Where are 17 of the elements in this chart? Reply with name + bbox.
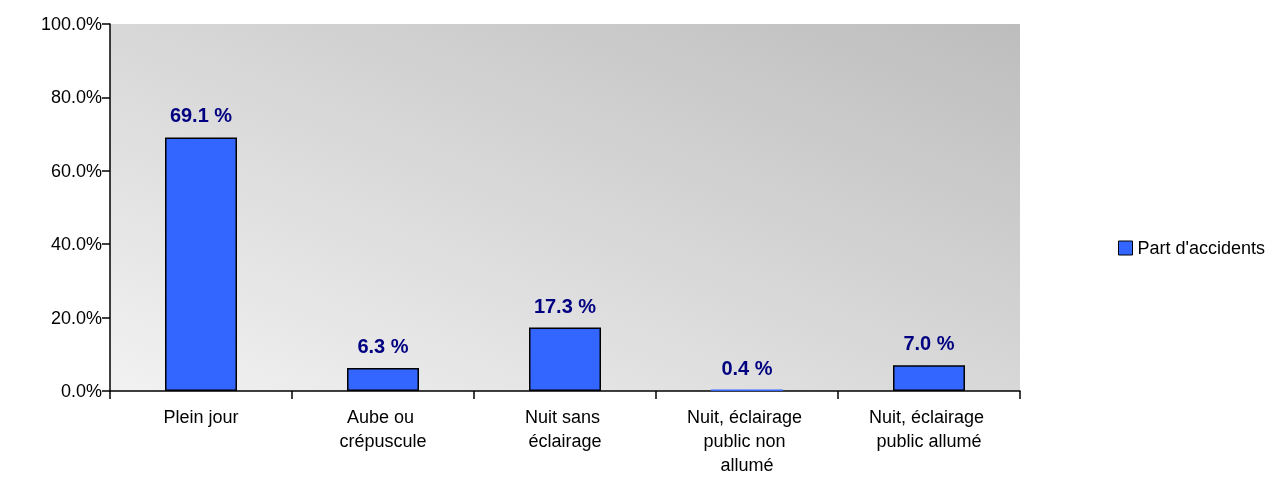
x-tick-label: Aube ou crépuscule <box>339 407 427 451</box>
y-tick-label: 80.0% <box>50 87 102 108</box>
x-tick-label: Nuit, éclairage public allumé <box>868 407 990 451</box>
y-tick-label: 100.0% <box>40 14 102 34</box>
data-label: 7.0 % <box>903 332 955 355</box>
legend-label: Part d'accidents <box>1137 238 1266 258</box>
y-tick-label: 0.0% <box>60 381 102 401</box>
y-tick-label: 20.0% <box>50 307 102 328</box>
data-label: 69.1 % <box>169 104 233 127</box>
x-tick-label: Plein jour <box>163 407 239 427</box>
y-tick-label: 60.0% <box>50 160 102 181</box>
data-label: 17.3 % <box>533 294 597 317</box>
data-label: 0.4 % <box>721 356 773 379</box>
x-tick-label: Nuit sans éclairage <box>524 407 606 451</box>
y-tick-label: 40.0% <box>50 234 102 255</box>
data-label: 6.3 % <box>357 334 409 357</box>
x-tick-label: Nuit, éclairage public non allumé <box>686 407 808 475</box>
